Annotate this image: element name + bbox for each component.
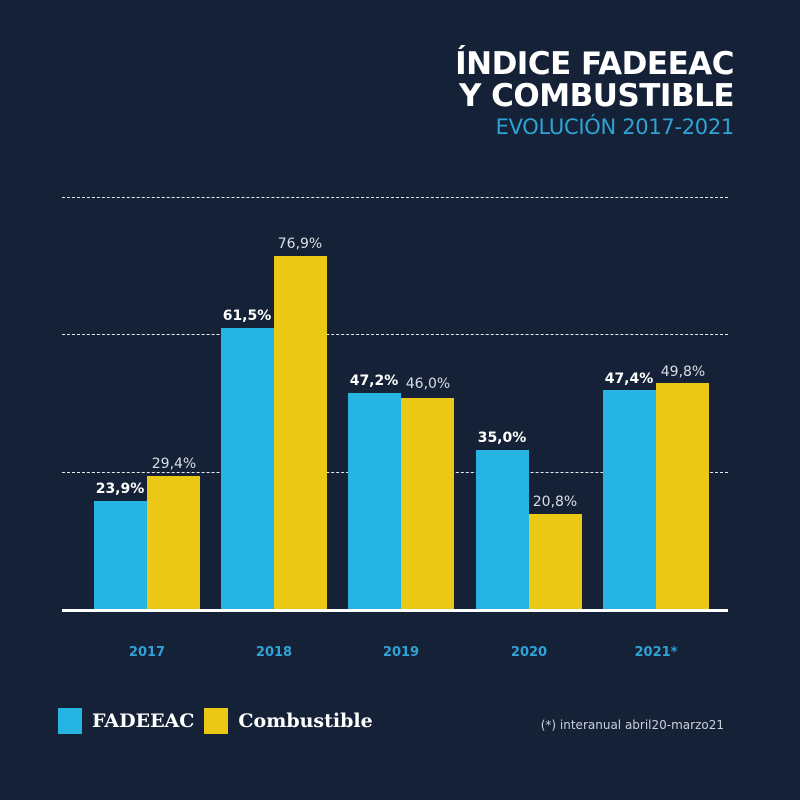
- chart-title-line1: ÍNDICE FADEEAC: [455, 46, 734, 82]
- legend-swatch-fadeeac: [58, 708, 82, 734]
- legend-label-combustible: Combustible: [238, 710, 373, 732]
- value-label-fadeeac-2020: 35,0%: [477, 430, 527, 446]
- gridline-60: [62, 334, 728, 335]
- value-label-combustible-2020: 20,8%: [532, 494, 578, 510]
- value-label-fadeeac-2018: 61,5%: [222, 308, 272, 324]
- value-label-combustible-2021: 49,8%: [660, 364, 706, 380]
- x-tick-2021: 2021*: [634, 645, 678, 660]
- legend-label-fadeeac: FADEEAC: [92, 710, 195, 732]
- footnote: (*) interanual abril20-marzo21: [540, 718, 724, 732]
- legend-swatch-combustible: [204, 708, 229, 734]
- bar-fadeeac-2019: [348, 393, 401, 610]
- x-tick-2019: 2019: [382, 645, 420, 660]
- value-label-combustible-2018: 76,9%: [277, 236, 323, 252]
- chart-subtitle: EVOLUCIÓN 2017-2021: [495, 115, 735, 139]
- title-block: ÍNDICE FADEEAC Y COMBUSTIBLE EVOLUCIÓN 2…: [455, 48, 734, 140]
- bar-combustible-2021: [656, 383, 709, 610]
- bar-combustible-2017: [147, 476, 200, 610]
- bar-fadeeac-2020: [476, 450, 529, 610]
- value-label-combustible-2017: 29,4%: [151, 456, 197, 472]
- chart-title-line2: Y COMBUSTIBLE: [458, 78, 735, 114]
- x-tick-2017: 2017: [128, 645, 166, 660]
- bar-fadeeac-2017: [94, 501, 147, 610]
- x-axis-baseline: [62, 609, 728, 612]
- legend: FADEEAC Combustible: [58, 708, 383, 734]
- bar-combustible-2018: [274, 256, 327, 610]
- gridline-90: [62, 197, 728, 198]
- x-tick-2020: 2020: [510, 645, 548, 660]
- value-label-fadeeac-2019: 47,2%: [349, 373, 399, 389]
- value-label-fadeeac-2017: 23,9%: [95, 481, 145, 497]
- value-label-combustible-2019: 46,0%: [405, 376, 451, 392]
- value-label-fadeeac-2021: 47,4%: [604, 371, 654, 387]
- x-tick-2018: 2018: [255, 645, 293, 660]
- bar-combustible-2019: [401, 398, 454, 610]
- bar-combustible-2020: [529, 514, 582, 610]
- bar-fadeeac-2021: [603, 390, 656, 610]
- bar-fadeeac-2018: [221, 328, 274, 610]
